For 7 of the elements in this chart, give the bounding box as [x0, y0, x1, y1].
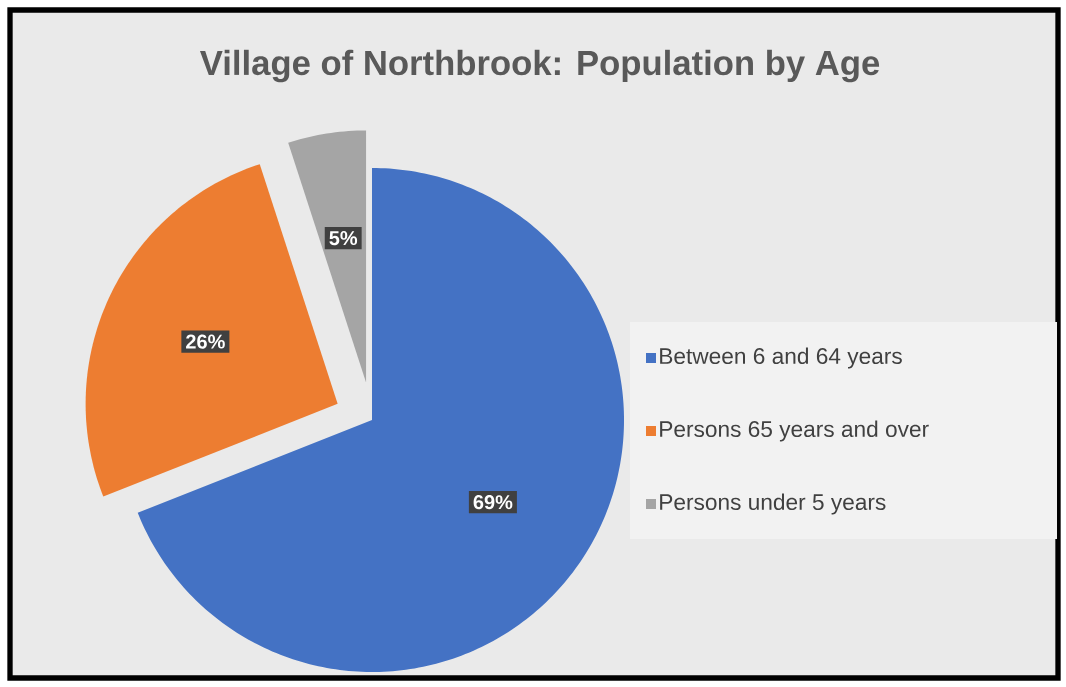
- data-label: 5%: [329, 231, 358, 246]
- legend-label: Persons under 5 years: [660, 493, 886, 515]
- legend-label: Between 6 and 64 years: [660, 347, 902, 369]
- chart-title: Village of Northbrook: Population by Age: [199, 49, 880, 83]
- data-label: 69%: [473, 495, 513, 510]
- legend-label: Persons 65 years and over: [660, 420, 929, 442]
- data-label: 26%: [186, 334, 225, 349]
